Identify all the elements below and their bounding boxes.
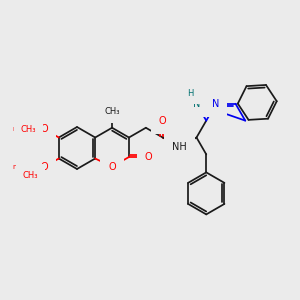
Text: CH₃: CH₃ (20, 124, 36, 134)
Text: N: N (193, 99, 200, 109)
Text: O: O (40, 124, 48, 134)
Text: N: N (212, 99, 220, 109)
Text: methoxy: methoxy (12, 124, 46, 134)
Text: O: O (145, 152, 152, 162)
Text: O: O (40, 162, 48, 172)
Text: NH: NH (172, 142, 187, 152)
Text: H: H (187, 89, 194, 98)
Text: CH₃: CH₃ (22, 170, 38, 179)
Text: CH₃: CH₃ (104, 107, 120, 116)
Text: methoxy: methoxy (13, 126, 43, 132)
Text: O: O (159, 116, 166, 127)
Text: O: O (40, 124, 48, 134)
Text: O: O (108, 162, 116, 172)
Text: methoxy: methoxy (13, 164, 43, 170)
